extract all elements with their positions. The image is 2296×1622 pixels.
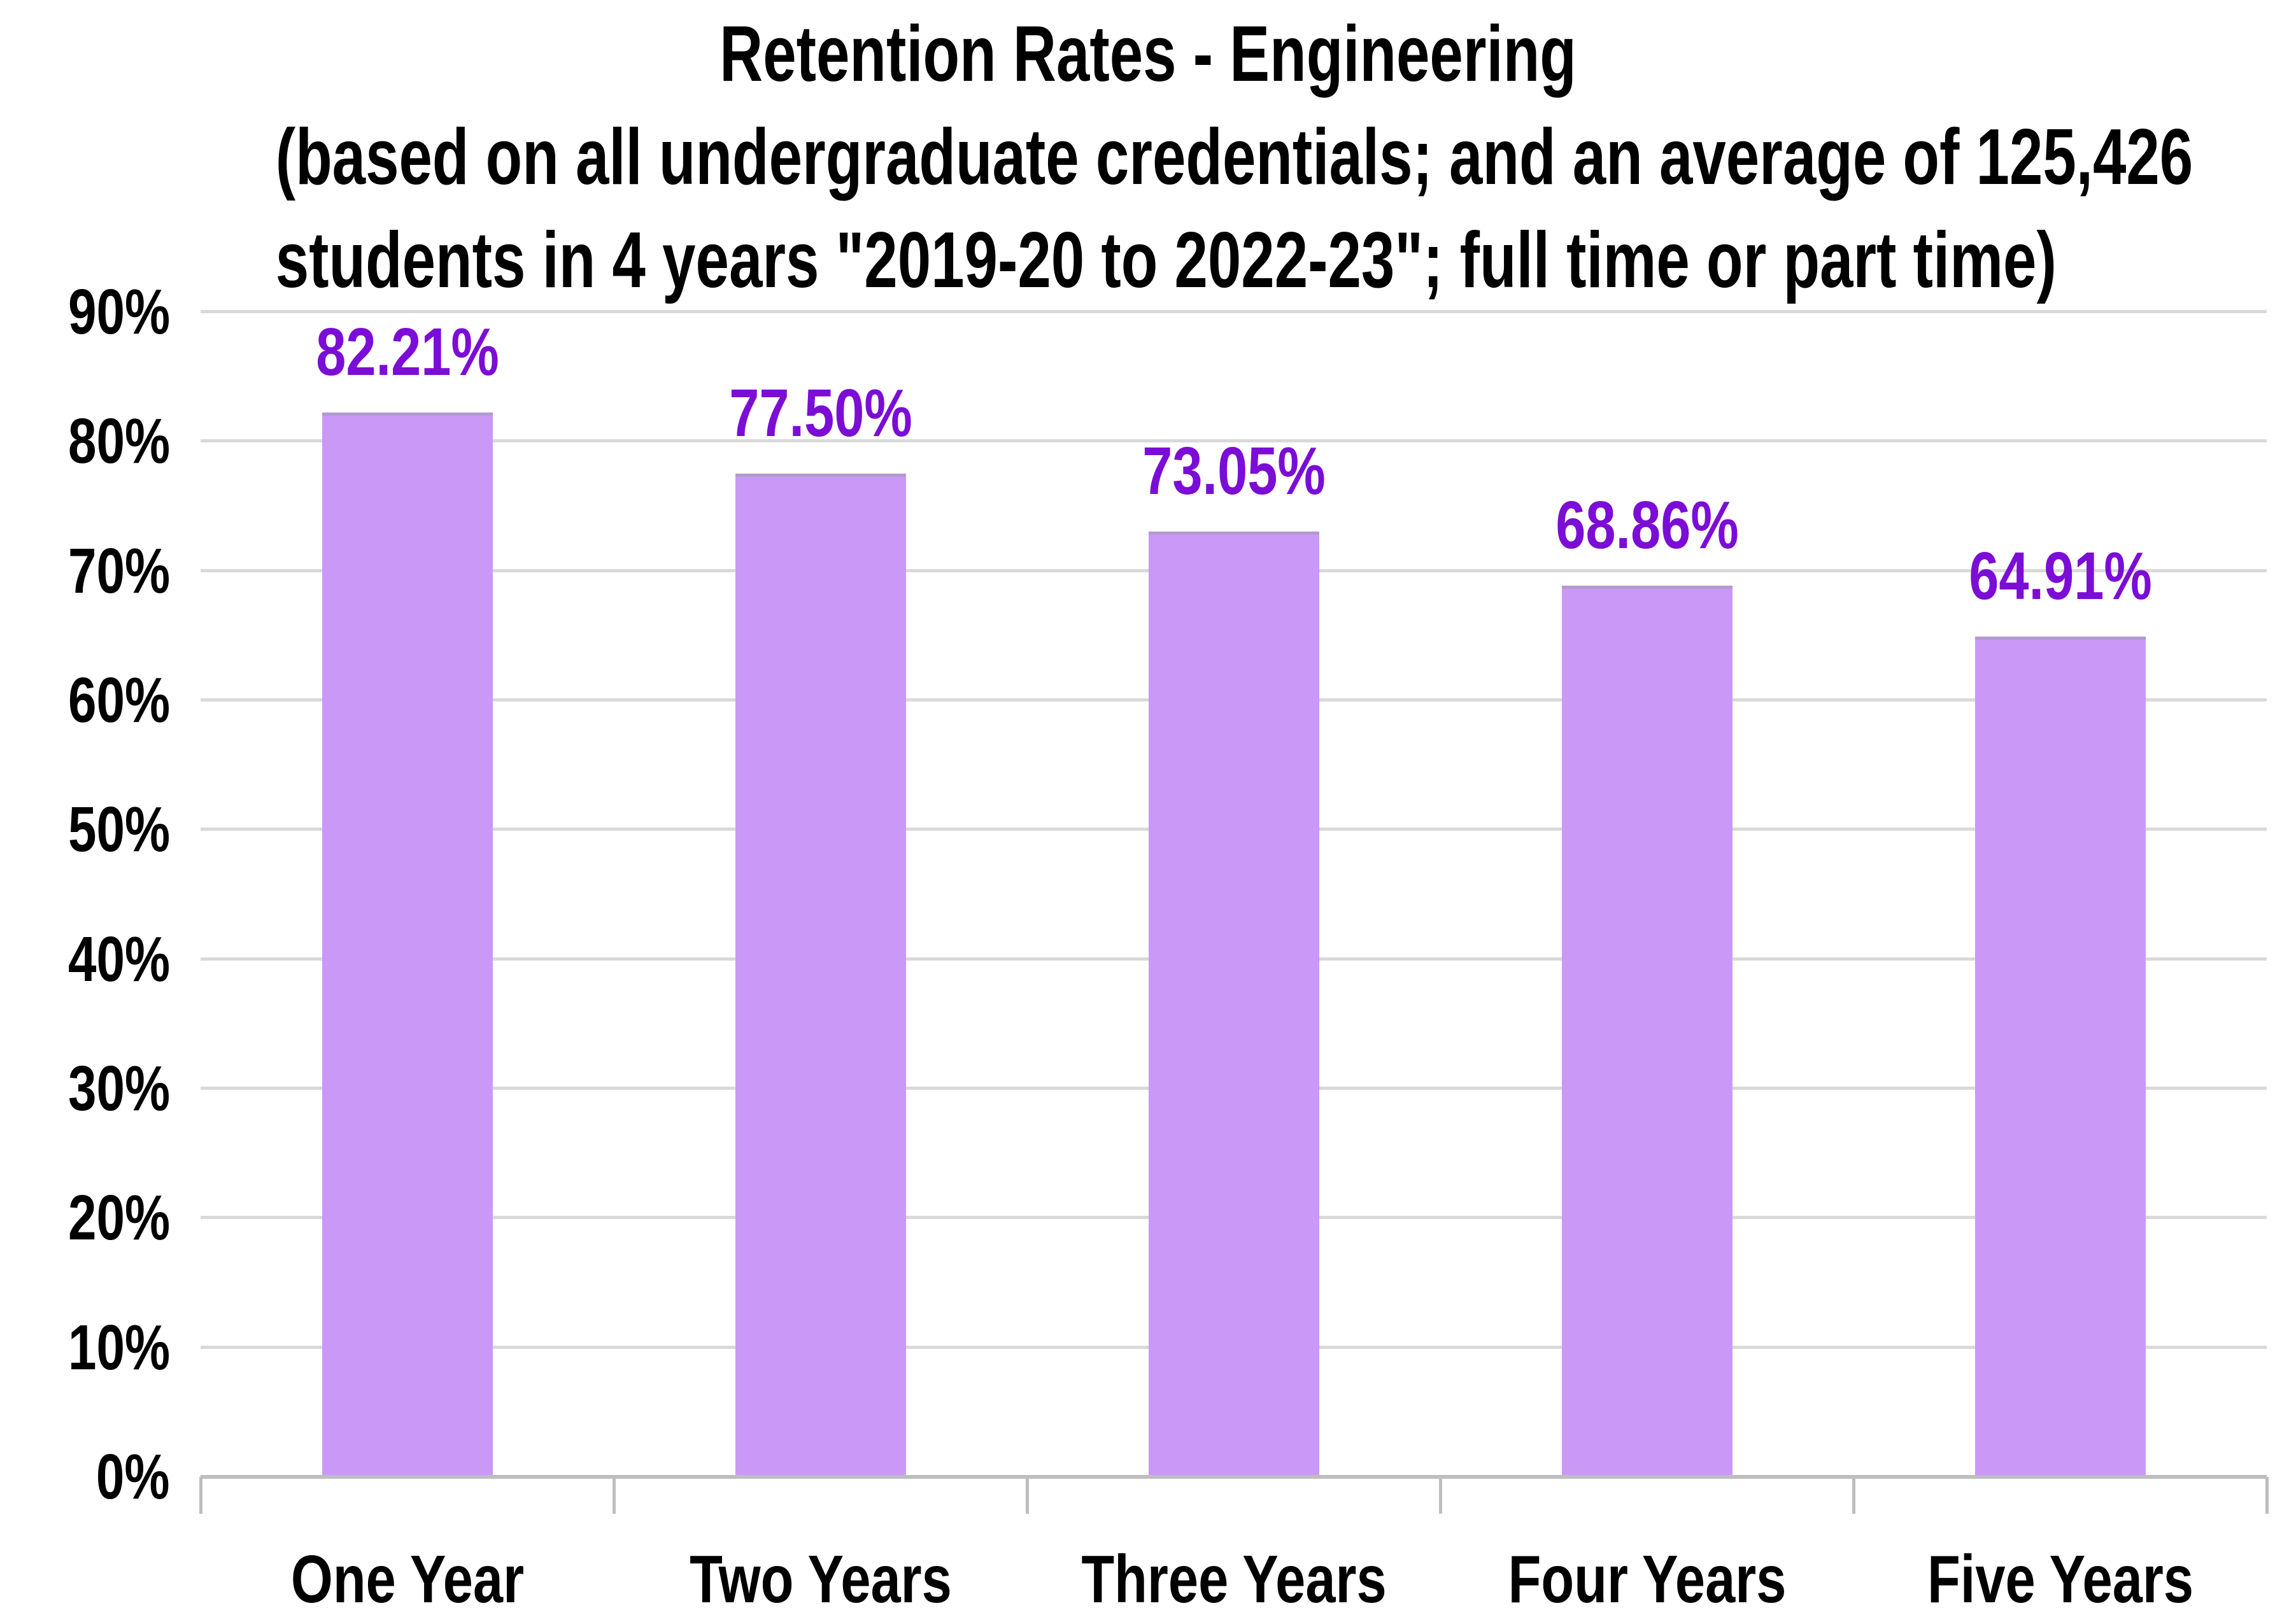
y-axis-tick-label: 10%: [67, 1311, 170, 1383]
y-axis-tick-label: 60%: [67, 665, 170, 737]
bar-value-label: 68.86%: [1555, 487, 1739, 563]
bar-value-label: 77.50%: [728, 376, 912, 451]
x-axis-category-label: Five Years: [1927, 1542, 2193, 1617]
bar-four-years: [1561, 585, 1733, 1477]
bar-value-label: 73.05%: [1142, 433, 1326, 509]
bar-three-years: [1148, 531, 1319, 1477]
x-axis-tick: [2265, 1477, 2269, 1514]
x-axis-tick: [1026, 1477, 1029, 1514]
bar-two-years: [735, 474, 906, 1477]
x-axis-category-label: Four Years: [1508, 1542, 1786, 1617]
gridline-90: [201, 310, 2267, 313]
chart-title-line-1: Retention Rates - Engineering: [719, 10, 1577, 98]
chart-title-line-2: (based on all undergraduate credentials;…: [275, 113, 2193, 201]
y-axis-tick-label: 70%: [67, 535, 170, 607]
y-axis-tick-label: 90%: [67, 276, 170, 348]
x-axis-tick: [1439, 1477, 1442, 1514]
gridline-80: [201, 439, 2267, 443]
y-axis-tick-label: 0%: [96, 1441, 170, 1513]
x-axis-line: [201, 1475, 2267, 1479]
x-axis-category-label: One Year: [290, 1542, 524, 1617]
y-axis-tick-label: 20%: [67, 1182, 170, 1254]
x-axis-tick: [1852, 1477, 1855, 1514]
x-axis-tick: [613, 1477, 616, 1514]
bar-value-label: 64.91%: [1968, 539, 2152, 614]
x-axis-category-label: Two Years: [689, 1542, 952, 1617]
bar-one-year: [322, 413, 493, 1477]
x-axis-category-label: Three Years: [1081, 1542, 1387, 1617]
bar-value-label: 82.21%: [315, 314, 499, 390]
y-axis-tick-label: 80%: [67, 406, 170, 477]
y-axis-tick-label: 50%: [67, 794, 170, 866]
chart-title: Retention Rates - Engineering (based on …: [0, 3, 2296, 312]
y-axis-tick-label: 40%: [67, 923, 170, 995]
plot-area: 0% 10% 20% 30% 40% 50% 60% 70% 80% 90% 82.21% 77.5…: [68, 280, 2269, 1613]
x-axis-tick: [199, 1477, 202, 1514]
bar-five-years: [1974, 637, 2146, 1477]
chart-title-line-3: students in 4 years "2019-20 to 2022-23"…: [275, 216, 2057, 304]
y-axis-tick-label: 30%: [67, 1053, 170, 1125]
